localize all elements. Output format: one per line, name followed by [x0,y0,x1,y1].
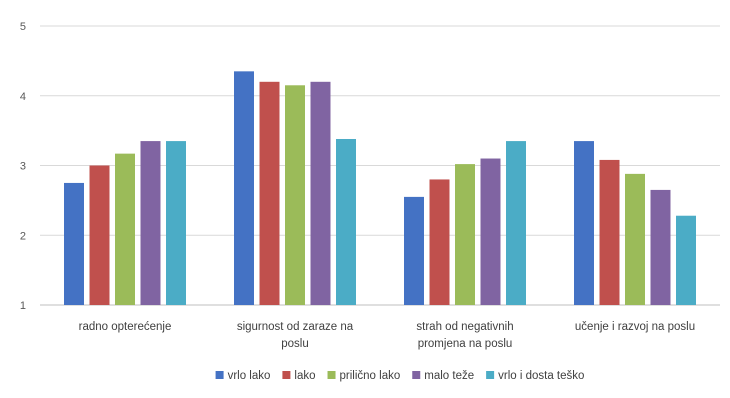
legend-swatch [215,371,224,379]
legend-swatch [486,371,495,379]
legend-swatch [327,371,336,379]
bar [599,159,620,305]
bar [234,71,254,306]
bars [64,71,696,306]
bar [429,179,450,305]
legend-item: vrlo i dosta teško [486,370,584,382]
legend-item: prilično lako [327,370,401,382]
bar [625,173,645,305]
bar [259,81,280,305]
bar [310,81,331,305]
bar [455,164,475,305]
x-category-label: strah od negativnih [416,321,513,333]
x-category-label: učenje i razvoj na poslu [575,321,695,333]
legend-item: vrlo lako [215,370,271,382]
y-tick-label: 3 [20,161,26,173]
x-category-label: poslu [281,338,309,350]
bar [574,141,594,305]
x-category-label: sigurnost od zaraze na [237,321,354,333]
bar [140,141,161,305]
legend: vrlo lako lako prilično lako malo teže vrlo … [215,370,584,382]
y-tick-label: 4 [20,91,26,103]
legend-swatch [412,371,421,379]
bar [480,158,501,305]
legend-label: vrlo i dosta teško [498,370,584,382]
y-axis: 1 2 3 4 5 [20,21,26,312]
x-axis-categories: radno opterećenje sigurnost od zaraze na p… [79,321,695,350]
bar [166,141,186,305]
bar [506,141,526,305]
legend-label: vrlo lako [228,370,271,382]
bar [676,215,696,305]
x-category-label: promjena na poslu [418,338,513,350]
legend-label: prilično lako [340,370,401,382]
bar [336,138,356,305]
bar [404,196,424,305]
legend-item: malo teže [412,370,474,382]
legend-item: lako [282,370,316,382]
bar [89,165,110,305]
y-tick-label: 2 [20,230,26,242]
bar [64,182,84,305]
legend-label: malo teže [424,370,474,382]
bar [115,153,135,305]
bar [650,189,671,305]
legend-label: lako [294,370,315,382]
legend-swatch [282,371,291,379]
bar [285,85,305,305]
x-category-label: radno opterećenje [79,321,172,333]
y-tick-label: 1 [20,300,26,312]
y-tick-label: 5 [20,21,26,33]
